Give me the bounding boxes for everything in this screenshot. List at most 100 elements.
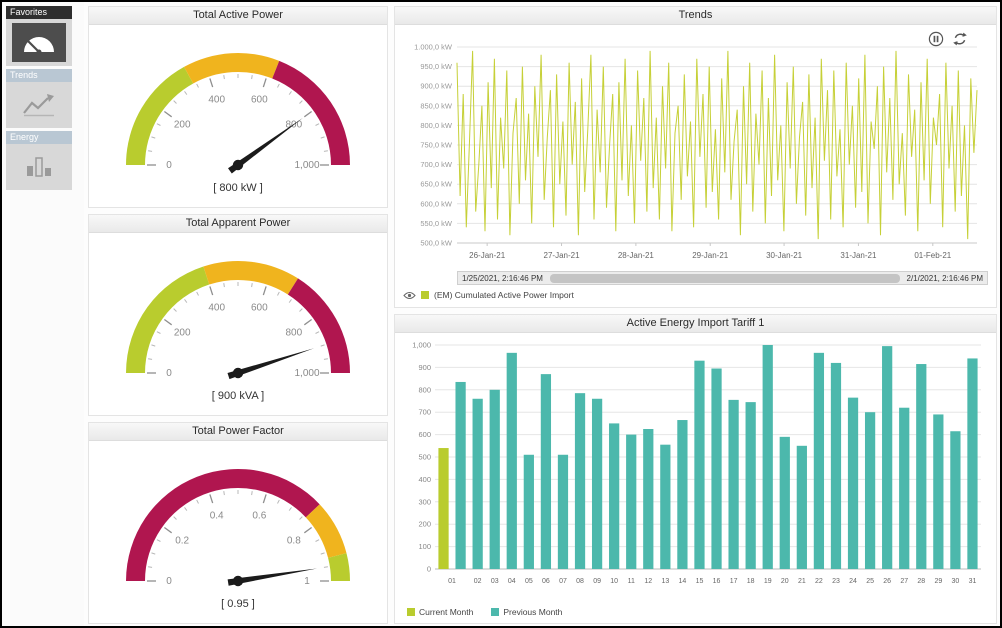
bar-chart-legend: Current Month Previous Month [407,607,562,617]
svg-text:800: 800 [285,119,302,130]
svg-text:04: 04 [508,578,516,585]
svg-text:15: 15 [696,578,704,585]
svg-text:300: 300 [418,497,431,506]
svg-text:0.4: 0.4 [210,510,224,521]
gauge-total-apparent-power: 0 200 400 600 800 1,000 [ 900 kVA ] [126,261,350,402]
svg-text:600: 600 [418,430,431,439]
svg-text:20: 20 [781,578,789,585]
svg-text:1: 1 [304,576,310,587]
svg-text:31-Jan-21: 31-Jan-21 [840,251,877,260]
svg-text:200: 200 [174,119,191,130]
svg-text:29-Jan-21: 29-Jan-21 [692,251,729,260]
svg-text:1.000,0 kW: 1.000,0 kW [414,43,453,52]
series-swatch [421,291,429,299]
svg-text:0: 0 [427,565,431,574]
svg-text:900: 900 [418,363,431,372]
svg-text:1,000: 1,000 [412,341,431,350]
refresh-button[interactable] [951,30,968,47]
svg-text:0.6: 0.6 [252,510,266,521]
svg-text:200: 200 [418,520,431,529]
svg-text:0: 0 [166,368,172,379]
panel-title-trends: Trends [395,7,996,25]
svg-text:31: 31 [969,578,977,585]
pause-button[interactable] [927,30,944,47]
svg-text:29: 29 [934,578,942,585]
sidebar-caption-energy: Energy [6,131,72,144]
svg-text:07: 07 [559,578,567,585]
svg-text:950,0 kW: 950,0 kW [420,62,453,71]
range-start-time: 1/25/2021, 2:16:46 PM [462,273,543,283]
svg-text:650,0 kW: 650,0 kW [420,180,453,189]
svg-text:10: 10 [610,578,618,585]
pause-icon [928,31,943,46]
panel-title-total-power-factor: Total Power Factor [89,423,387,441]
svg-text:02: 02 [474,578,482,585]
svg-text:[ 0.95 ]: [ 0.95 ] [221,598,255,610]
time-range-scrollbar[interactable]: 1/25/2021, 2:16:46 PM 2/1/2021, 2:16:46 … [457,271,988,285]
svg-text:14: 14 [679,578,687,585]
svg-text:23: 23 [832,578,840,585]
svg-text:26-Jan-21: 26-Jan-21 [469,251,506,260]
svg-text:06: 06 [542,578,550,585]
svg-text:600: 600 [251,94,268,105]
svg-text:0.2: 0.2 [175,535,189,546]
panel-total-power-factor: Total Power Factor 0 0.2 0.4 0.6 0.8 1 [ 0.95 … [88,422,388,624]
svg-text:09: 09 [593,578,601,585]
svg-text:25: 25 [866,578,874,585]
svg-text:30-Jan-21: 30-Jan-21 [766,251,803,260]
svg-text:03: 03 [491,578,499,585]
svg-text:0.8: 0.8 [287,535,301,546]
sidebar-caption-favorites: Favorites [6,6,72,19]
favorites-tile-frame [12,23,66,62]
svg-text:18: 18 [747,578,755,585]
svg-text:400: 400 [208,302,225,313]
gauge-total-active-power: 0 200 400 600 800 1,000 [ 800 kW ] [126,53,350,194]
svg-text:400: 400 [208,94,225,105]
previous-month-label: Previous Month [503,607,563,617]
energy-bar-chart[interactable]: 1,000 900 800 700 600 500 400 300 200 100 0 01 02 03 0… [399,335,989,597]
sidebar-item-trends[interactable] [6,82,72,128]
legend-current-month[interactable]: Current Month [407,607,473,617]
current-month-label: Current Month [419,607,474,617]
svg-text:01: 01 [448,578,456,585]
legend-previous-month[interactable]: Previous Month [491,607,562,617]
panel-trends: Trends 1.000,0 kW 950,0 kW 900,0 kW 850,0 k… [394,6,997,308]
svg-text:05: 05 [525,578,533,585]
current-month-swatch [407,608,415,616]
svg-text:28: 28 [917,578,925,585]
svg-text:12: 12 [644,578,652,585]
trend-chart-icon [23,94,54,117]
svg-text:30: 30 [952,578,960,585]
svg-text:0: 0 [166,160,172,171]
trends-legend[interactable]: (EM) Cumulated Active Power Import [403,290,574,300]
svg-text:21: 21 [798,578,806,585]
bar-chart-icon [27,157,51,177]
range-end-time: 2/1/2021, 2:16:46 PM [906,273,984,283]
svg-text:600: 600 [251,302,268,313]
svg-text:700: 700 [418,408,431,417]
svg-text:19: 19 [764,578,772,585]
panel-title-total-active-power: Total Active Power [89,7,387,25]
visibility-icon [403,291,416,299]
panel-active-energy-import: Active Energy Import Tariff 1 1,000 900 80… [394,314,997,624]
svg-text:800,0 kW: 800,0 kW [420,121,453,130]
trends-line-chart[interactable]: 1.000,0 kW 950,0 kW 900,0 kW 850,0 kW 800,0 … [399,27,989,265]
gauge-total-power-factor: 0 0.2 0.4 0.6 0.8 1 [ 0.95 ] [126,469,350,610]
svg-text:27: 27 [900,578,908,585]
scrollbar-thumb[interactable] [549,273,900,283]
svg-text:600,0 kW: 600,0 kW [420,199,453,208]
panel-title-active-energy-import: Active Energy Import Tariff 1 [395,315,996,333]
svg-text:16: 16 [713,578,721,585]
svg-text:850,0 kW: 850,0 kW [420,101,453,110]
svg-text:1,000: 1,000 [294,368,319,379]
svg-text:28-Jan-21: 28-Jan-21 [618,251,655,260]
sidebar-item-energy[interactable] [6,144,72,190]
svg-text:11: 11 [628,578,635,585]
svg-text:[ 800 kW ]: [ 800 kW ] [213,182,263,194]
svg-text:400: 400 [418,475,431,484]
sidebar-item-favorites[interactable] [6,19,72,66]
previous-month-swatch [491,608,500,616]
series-label: (EM) Cumulated Active Power Import [434,290,574,300]
svg-text:26: 26 [883,578,891,585]
panel-total-apparent-power: Total Apparent Power 0 200 400 600 800 1,000 [… [88,214,388,416]
